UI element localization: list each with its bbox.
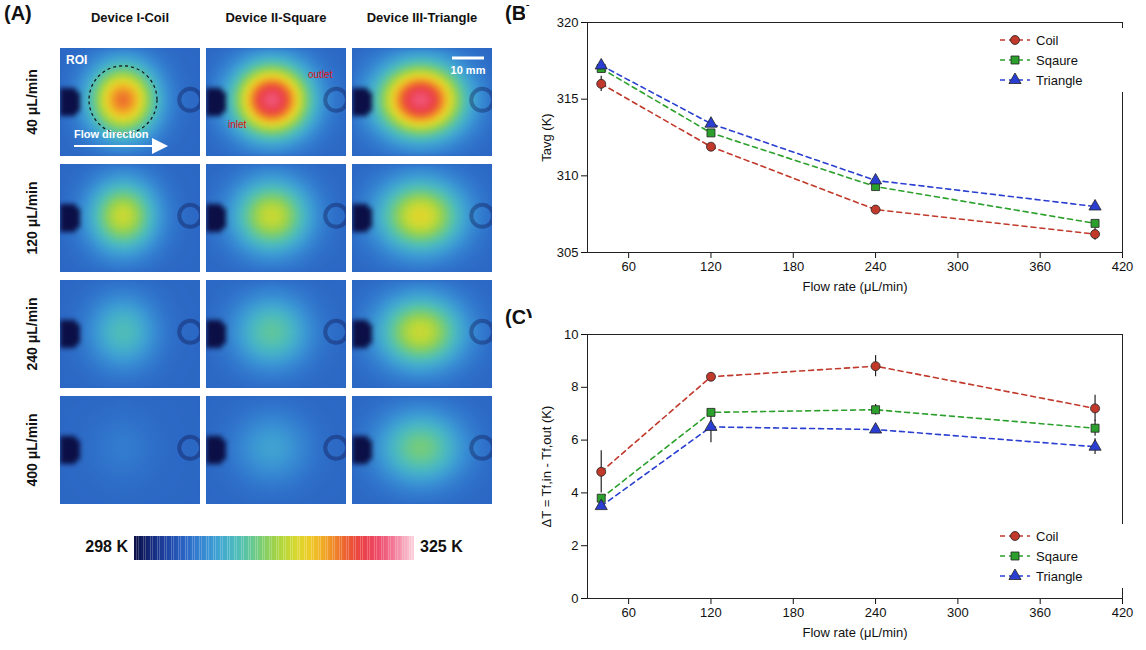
svg-text:ΔT = Tf,in - Tf,out (K): ΔT = Tf,in - Tf,out (K)	[539, 406, 554, 528]
svg-text:Flow rate (μL/min): Flow rate (μL/min)	[802, 279, 907, 294]
svg-text:310: 310	[557, 168, 579, 183]
svg-text:360: 360	[1029, 259, 1051, 274]
svg-text:300: 300	[947, 259, 969, 274]
svg-text:420: 420	[1112, 259, 1134, 274]
html-text:325 K: 325 K	[420, 538, 463, 555]
html-text:(C): (C)	[505, 306, 533, 328]
svg-text:Tavg (K): Tavg (K)	[539, 113, 554, 161]
html-text:40 μL/min: 40 μL/min	[24, 69, 40, 135]
svg-text:Flow rate (μL/min): Flow rate (μL/min)	[802, 625, 907, 640]
html-text:Coil: Coil	[1036, 32, 1059, 48]
html-text:(A): (A)	[4, 2, 32, 24]
svg-text:320: 320	[557, 15, 579, 30]
html-text:Triangle: Triangle	[1036, 72, 1083, 88]
svg-text:305: 305	[557, 245, 579, 260]
svg-text:240: 240	[865, 605, 887, 620]
html-text:Device I-Coil: Device I-Coil	[91, 10, 169, 25]
html-text:240 μL/min: 240 μL/min	[24, 297, 40, 371]
svg-text:360: 360	[1029, 605, 1051, 620]
svg-text:outlet: outlet	[308, 69, 333, 80]
html-text:298 K: 298 K	[85, 538, 128, 555]
svg-text:10 mm: 10 mm	[451, 64, 486, 76]
html-text:Sqaure: Sqaure	[1036, 52, 1078, 68]
svg-text:10: 10	[564, 327, 578, 342]
html-text:Device II-Square: Device II-Square	[225, 10, 327, 25]
svg-text:6: 6	[571, 432, 578, 447]
svg-text:4: 4	[571, 485, 578, 500]
html-text:(B): (B)	[505, 2, 533, 24]
svg-text:60: 60	[621, 605, 635, 620]
svg-text:180: 180	[782, 259, 804, 274]
svg-text:inlet: inlet	[228, 119, 247, 130]
svg-text:60: 60	[621, 259, 635, 274]
svg-text:Flow direction: Flow direction	[74, 128, 149, 140]
svg-text:180: 180	[782, 605, 804, 620]
html-text:Sqaure: Sqaure	[1036, 548, 1078, 564]
html-text:Coil: Coil	[1036, 528, 1059, 544]
svg-text:420: 420	[1112, 605, 1134, 620]
svg-text:0: 0	[571, 591, 578, 606]
svg-text:240: 240	[865, 259, 887, 274]
svg-text:120: 120	[700, 259, 722, 274]
svg-text:120: 120	[700, 605, 722, 620]
svg-text:ROI: ROI	[66, 53, 87, 67]
svg-text:8: 8	[571, 379, 578, 394]
html-text:400 μL/min: 400 μL/min	[24, 413, 40, 487]
svg-text:2: 2	[571, 538, 578, 553]
html-text:Device III-Triangle: Device III-Triangle	[366, 10, 478, 25]
html-text:Triangle: Triangle	[1036, 568, 1083, 584]
svg-text:300: 300	[947, 605, 969, 620]
html-text:120 μL/min: 120 μL/min	[24, 181, 40, 255]
svg-text:315: 315	[557, 91, 579, 106]
